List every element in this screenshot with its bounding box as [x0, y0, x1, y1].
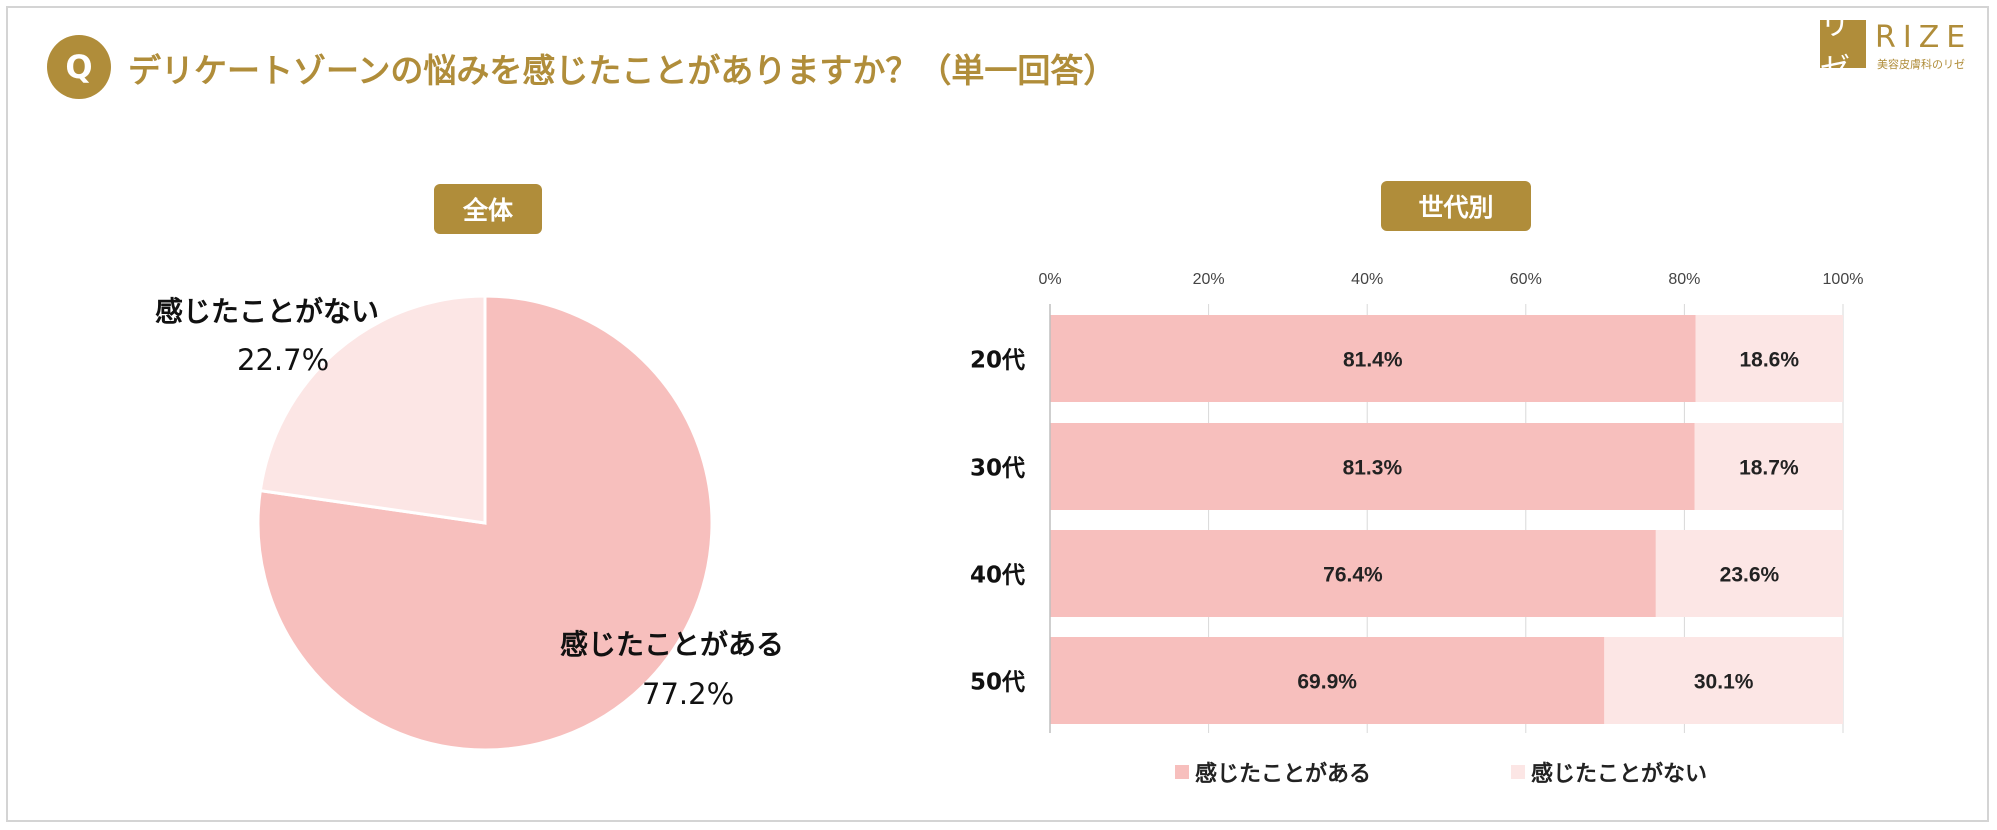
category-label: 40代: [970, 563, 1025, 589]
logo-name: RIZE: [1875, 20, 1973, 55]
x-tick-label: 0%: [1038, 271, 1061, 288]
bar-data-label: 81.4%: [1343, 349, 1403, 372]
legend-swatch-no: [1511, 765, 1525, 779]
pie-slice-no: [258, 294, 487, 525]
legend-label-yes: 感じたことがある: [1195, 762, 1372, 787]
x-tick-label: 100%: [1823, 271, 1864, 288]
bar-data-label: 30.1%: [1694, 671, 1754, 694]
legend-label-no: 感じたことがない: [1531, 762, 1708, 787]
pie-label-no: 感じたことがない: [155, 295, 380, 328]
legend-item-no: 感じたことがない: [1511, 756, 1707, 788]
pie-pct-yes: 77.2%: [642, 677, 735, 711]
category-label: 50代: [970, 670, 1025, 696]
bar-data-label: 18.7%: [1739, 457, 1799, 480]
bar-segment-no: [1604, 637, 1843, 724]
x-tick-label: 40%: [1351, 271, 1383, 288]
bar-segment-no: [1655, 530, 1843, 617]
x-tick-label: 80%: [1668, 271, 1700, 288]
bar-data-label: 69.9%: [1297, 671, 1357, 694]
question-title: デリケートゾーンの悩みを感じたことがありますか？（単一回答）: [128, 51, 1117, 90]
bar-segment-no: [1695, 315, 1843, 402]
legend-item-yes: 感じたことがある: [1175, 756, 1371, 788]
bar-data-label: 76.4%: [1323, 564, 1383, 587]
bar-segment-yes: [1050, 530, 1656, 617]
by-age-section-label: 世代別: [1381, 181, 1531, 231]
pie-label-yes: 感じたことがある: [560, 628, 785, 661]
x-tick-label: 60%: [1510, 271, 1542, 288]
bar-segment-yes: [1050, 423, 1695, 510]
bar-segment-no: [1694, 423, 1843, 510]
question-badge: Q: [47, 35, 111, 99]
pie-pct-no: 22.7%: [237, 343, 330, 377]
category-label: 30代: [970, 456, 1025, 482]
bar-data-label: 81.3%: [1343, 457, 1403, 480]
legend-swatch-yes: [1175, 765, 1189, 779]
x-tick-label: 20%: [1193, 271, 1225, 288]
chart-frame: [6, 6, 1989, 822]
bar-data-label: 18.6%: [1739, 349, 1799, 372]
bar-segment-yes: [1050, 637, 1605, 724]
bar-segment-yes: [1050, 315, 1696, 402]
logo-tagline: 美容皮膚科のリゼ: [1877, 58, 1965, 71]
category-label: 20代: [970, 348, 1025, 374]
overall-section-label: 全体: [434, 184, 542, 234]
bar-data-label: 23.6%: [1720, 564, 1780, 587]
